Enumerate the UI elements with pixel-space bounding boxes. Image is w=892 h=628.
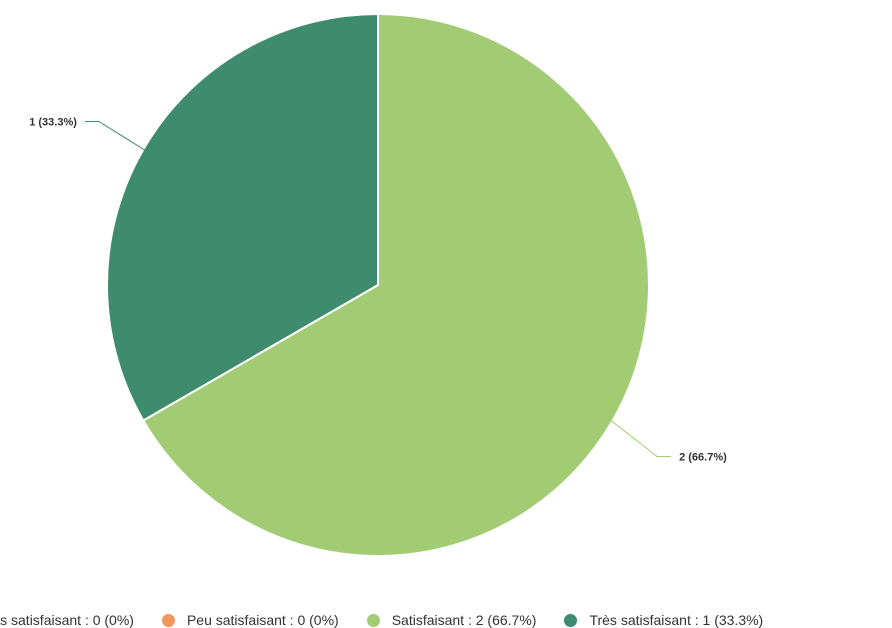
data-label-tres-satisfaisant: 1 (33.3%) [29, 117, 77, 129]
legend-swatch-tres-satisfaisant [564, 613, 578, 627]
leader-line-satisfaisant [605, 416, 672, 457]
data-label-satisfaisant: 2 (66.7%) [679, 452, 727, 464]
legend-label-tres-satisfaisant: Très satisfaisant : 1 (33.3%) [589, 612, 764, 628]
legend-label-peu-satisfaisant: Peu satisfaisant : 0 (0%) [186, 612, 339, 628]
legend-item-peu-satisfaisant[interactable]: Peu satisfaisant : 0 (0%) [161, 612, 339, 628]
legend-item-satisfaisant[interactable]: Satisfaisant : 2 (66.7%) [366, 612, 537, 628]
leader-line-tres-satisfaisant [84, 121, 151, 154]
legend-swatch-satisfaisant [366, 613, 380, 627]
legend-item-tres-satisfaisant[interactable]: Très satisfaisant : 1 (33.3%) [564, 612, 763, 628]
chart-legend: Pas satisfaisant : 0 (0%) Peu satisfaisa… [0, 608, 791, 628]
pie-slice-satisfaisant[interactable] [142, 13, 650, 557]
legend-swatch-peu-satisfaisant [161, 613, 175, 627]
legend-label-satisfaisant: Satisfaisant : 2 (66.7%) [391, 612, 537, 628]
legend-label-pas-satisfaisant: Pas satisfaisant : 0 (0%) [0, 612, 134, 628]
legend-item-pas-satisfaisant[interactable]: Pas satisfaisant : 0 (0%) [0, 612, 134, 628]
pie-chart-svg: 2 (66.7%) 1 (33.3%) [29, 13, 727, 557]
